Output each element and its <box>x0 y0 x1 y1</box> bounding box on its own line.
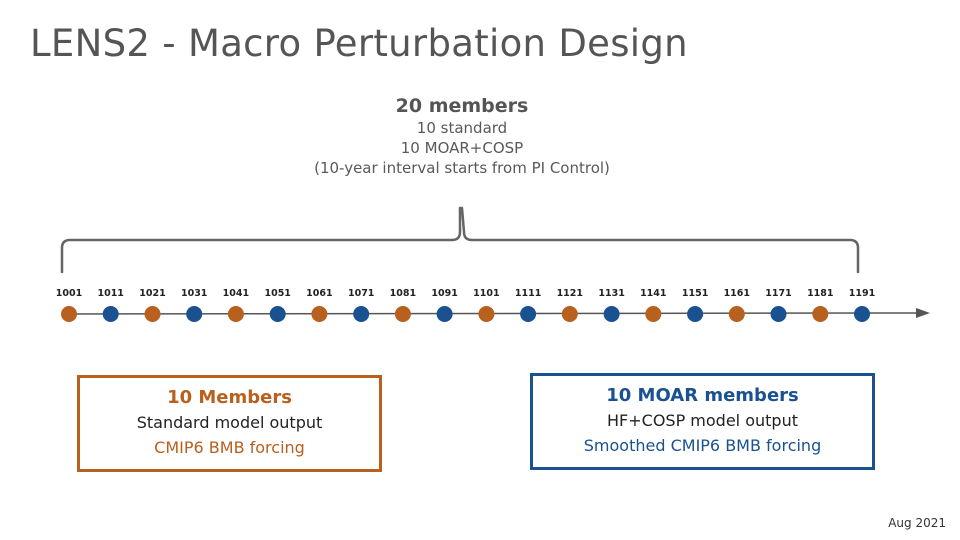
standard-members-box: 10 Members Standard model output CMIP6 B… <box>77 375 382 472</box>
member-label-1161: 1161 <box>724 288 750 299</box>
member-label-1091: 1091 <box>431 288 457 299</box>
member-dot-1161 <box>728 306 745 322</box>
member-label-1081: 1081 <box>390 288 416 299</box>
member-markers: 1001 1011 1021 1031 1041 1051 1061 1071 1081 1091… <box>56 288 875 322</box>
member-dot-1191 <box>854 306 870 322</box>
standard-box-output: Standard model output <box>136 413 323 432</box>
members-summary: 20 members 10 standard 10 MOAR+COSP (10-… <box>262 94 662 178</box>
slide-title: LENS2 - Macro Perturbation Design <box>30 22 688 65</box>
member-label-1101: 1101 <box>473 288 499 299</box>
member-dot-1011 <box>102 306 119 322</box>
member-dot-1111 <box>520 306 537 322</box>
member-label-1041: 1041 <box>223 288 249 299</box>
moar-box-title: 10 MOAR members <box>606 385 799 406</box>
member-label-1021: 1021 <box>139 288 165 299</box>
member-dot-1121 <box>561 306 578 322</box>
member-label-1121: 1121 <box>557 288 583 299</box>
member-dot-1101 <box>478 306 495 322</box>
member-label-1131: 1131 <box>598 288 624 299</box>
member-label-1051: 1051 <box>264 288 290 299</box>
summary-line-interval: (10-year interval starts from PI Control… <box>314 159 610 177</box>
member-dot-1131 <box>603 306 620 322</box>
summary-heading: 20 members <box>395 95 529 117</box>
member-label-1171: 1171 <box>765 288 791 299</box>
member-dot-1061 <box>311 306 328 322</box>
member-label-1031: 1031 <box>181 288 207 299</box>
moar-box-forcing: Smoothed CMIP6 BMB forcing <box>583 436 822 455</box>
standard-box-forcing: CMIP6 BMB forcing <box>154 438 305 457</box>
member-dot-1171 <box>770 306 787 322</box>
member-label-1061: 1061 <box>306 288 332 299</box>
curly-brace <box>60 206 860 274</box>
member-dot-1181 <box>812 306 829 322</box>
member-label-1191: 1191 <box>849 288 875 299</box>
moar-box-output: HF+COSP model output <box>607 411 798 430</box>
member-label-1111: 1111 <box>515 288 541 299</box>
member-dot-1041 <box>227 306 244 322</box>
member-label-1151: 1151 <box>682 288 708 299</box>
member-label-1181: 1181 <box>807 288 833 299</box>
member-label-1141: 1141 <box>640 288 666 299</box>
member-label-1071: 1071 <box>348 288 374 299</box>
member-dot-1021 <box>144 306 161 322</box>
summary-line-moar: 10 MOAR+COSP <box>400 139 524 157</box>
member-label-1011: 1011 <box>97 288 123 299</box>
member-label-1001: 1001 <box>56 288 82 299</box>
member-dot-1091 <box>436 306 453 322</box>
standard-box-title: 10 Members <box>167 387 292 408</box>
member-dot-1071 <box>353 306 370 322</box>
moar-members-box: 10 MOAR members HF+COSP model output Smo… <box>530 373 875 470</box>
timeline-arrowhead <box>916 308 930 318</box>
summary-line-standard: 10 standard <box>416 119 508 137</box>
member-dot-1051 <box>269 306 286 322</box>
member-dot-1031 <box>186 306 203 322</box>
member-dot-1001 <box>61 306 77 322</box>
member-dot-1081 <box>394 306 411 322</box>
member-dot-1151 <box>687 306 704 322</box>
date-label: Aug 2021 <box>888 516 946 530</box>
member-dot-1141 <box>645 306 662 322</box>
